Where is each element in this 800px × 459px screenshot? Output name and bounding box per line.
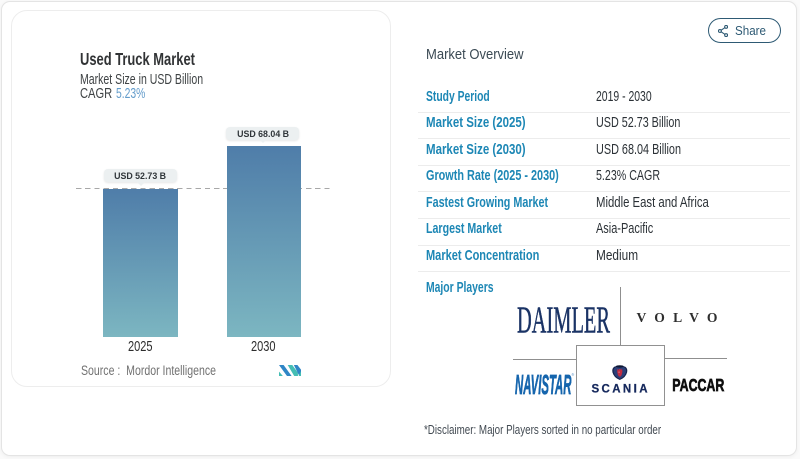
- svg-text:®: ®: [572, 373, 575, 377]
- svg-text:SCANIA: SCANIA: [592, 383, 648, 395]
- svg-text:DAIMLER: DAIMLER: [517, 300, 610, 342]
- svg-text:NAVISTAR: NAVISTAR: [515, 369, 572, 400]
- svg-text:PACCAR: PACCAR: [672, 375, 724, 395]
- svg-text:VOLVO: VOLVO: [637, 310, 718, 325]
